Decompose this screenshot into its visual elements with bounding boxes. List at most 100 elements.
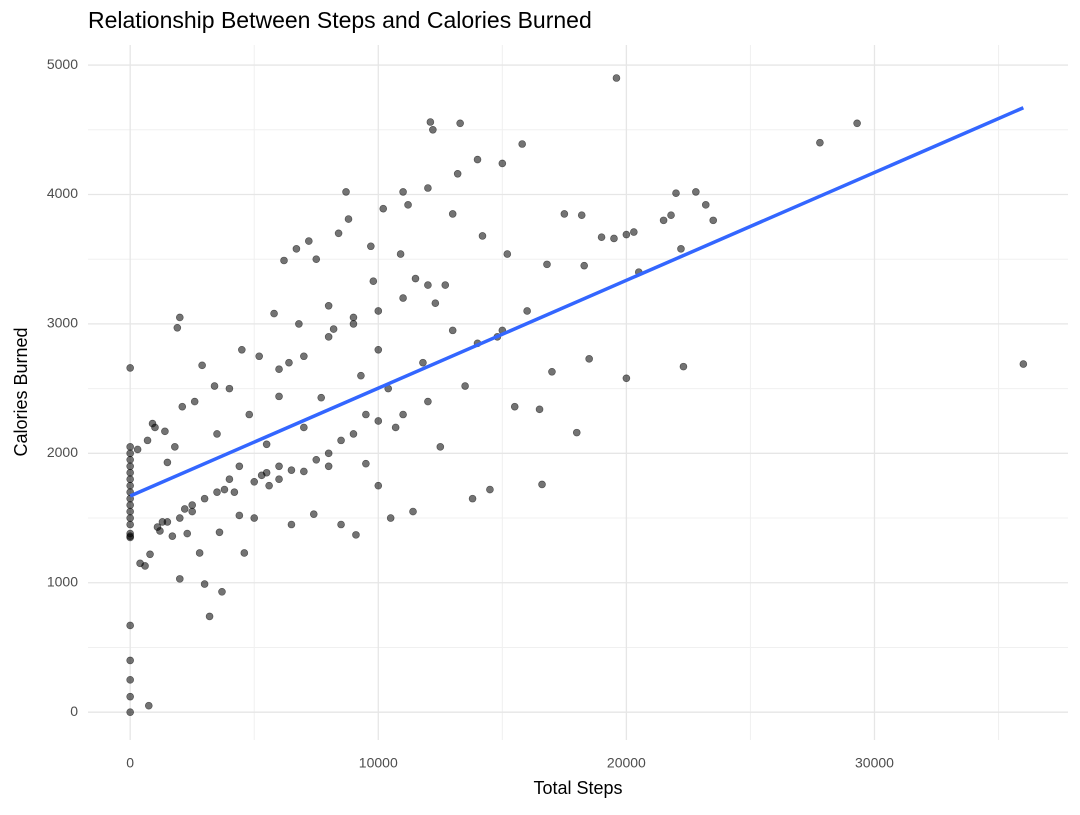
point <box>175 313 184 322</box>
point <box>180 505 189 513</box>
y-tick-label: 3000 <box>47 315 78 331</box>
point <box>342 188 350 196</box>
point <box>275 462 283 471</box>
point <box>486 485 494 494</box>
point <box>503 250 512 258</box>
point <box>126 532 134 540</box>
point <box>171 443 179 451</box>
point <box>622 374 631 383</box>
point <box>126 475 134 484</box>
point <box>126 364 134 372</box>
point <box>374 417 383 425</box>
point <box>210 382 219 390</box>
point <box>441 281 450 289</box>
point <box>585 355 593 363</box>
point <box>126 468 134 477</box>
point <box>126 514 134 522</box>
point <box>478 232 487 240</box>
point <box>518 140 526 148</box>
point <box>250 514 259 522</box>
point <box>126 520 134 529</box>
point <box>667 211 675 219</box>
point <box>362 410 370 419</box>
point <box>213 488 221 496</box>
y-tick-label: 2000 <box>47 444 78 460</box>
point <box>709 216 718 225</box>
point <box>548 367 556 376</box>
point <box>386 514 395 522</box>
point <box>156 527 164 535</box>
point <box>190 397 199 406</box>
point <box>426 118 435 126</box>
x-tick-label: 20000 <box>607 755 646 771</box>
point <box>612 74 621 82</box>
point <box>126 621 134 630</box>
point <box>300 467 308 476</box>
point <box>173 323 182 332</box>
point <box>205 612 214 621</box>
point <box>456 119 464 128</box>
point <box>369 277 378 285</box>
point <box>816 138 824 147</box>
point <box>126 692 134 701</box>
point <box>409 507 417 516</box>
point <box>334 229 343 238</box>
y-tick-label: 4000 <box>47 185 78 201</box>
point <box>126 449 134 458</box>
point <box>300 352 308 361</box>
point <box>175 514 184 522</box>
point <box>510 402 519 411</box>
point <box>461 382 469 390</box>
y-tick-label: 0 <box>70 703 78 719</box>
point <box>200 580 209 588</box>
point <box>535 405 544 414</box>
point <box>349 430 358 438</box>
point <box>473 155 482 164</box>
point <box>622 230 631 239</box>
x-tick-label: 10000 <box>359 755 398 771</box>
point <box>349 320 358 328</box>
point <box>672 189 680 197</box>
y-tick-label: 5000 <box>47 56 78 72</box>
point <box>195 549 204 557</box>
point <box>168 532 177 540</box>
point <box>659 216 668 225</box>
point <box>225 475 234 484</box>
point <box>178 402 187 411</box>
point <box>344 215 353 223</box>
point <box>399 410 407 419</box>
point <box>399 188 407 196</box>
point <box>853 119 861 128</box>
trend-line <box>129 106 1025 498</box>
point <box>126 656 134 665</box>
point <box>448 326 457 335</box>
point <box>188 501 197 509</box>
point <box>275 365 283 374</box>
point <box>238 345 246 354</box>
point <box>379 204 388 213</box>
point <box>235 511 244 520</box>
chart-title: Relationship Between Steps and Calories … <box>88 7 592 33</box>
point <box>126 708 134 716</box>
point <box>309 510 318 518</box>
point <box>133 445 142 454</box>
point <box>468 494 477 503</box>
y-tick-label: 1000 <box>47 573 78 589</box>
point <box>220 485 229 494</box>
point <box>367 242 375 251</box>
x-tick-label: 0 <box>126 755 134 771</box>
point <box>240 549 249 557</box>
point <box>163 458 172 467</box>
point <box>577 211 586 219</box>
point <box>597 233 606 241</box>
point <box>692 188 700 196</box>
point <box>126 481 134 490</box>
point <box>292 245 301 253</box>
point <box>200 494 209 503</box>
point <box>391 423 400 432</box>
point <box>317 393 326 402</box>
point <box>324 333 333 341</box>
point <box>324 449 333 458</box>
point <box>337 520 345 529</box>
